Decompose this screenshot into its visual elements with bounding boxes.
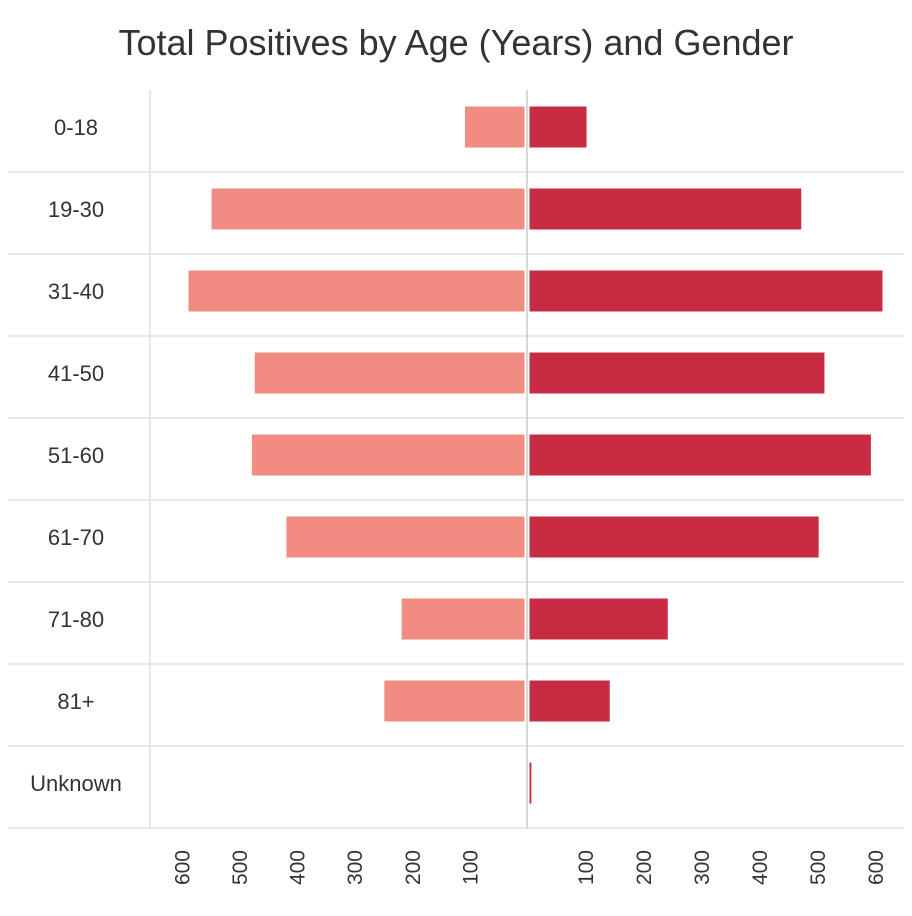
bar-right [528,515,820,559]
left-tick-label: 200 [402,850,425,885]
bar-left [253,351,526,395]
left-tick-label: 500 [229,850,252,885]
bar-right [528,597,669,641]
category-label: 61-70 [48,525,104,550]
right-tick-label: 600 [865,850,888,885]
bar-left [464,105,526,149]
left-tick-label: 100 [459,850,482,885]
category-label: 51-60 [48,443,104,468]
right-tick-label: 400 [749,850,772,885]
bar-left [400,597,526,641]
bar-right [528,679,611,723]
right-tick-label: 500 [807,850,830,885]
bar-left [187,269,526,313]
left-tick-label: 300 [344,850,367,885]
category-label: 0-18 [54,115,98,140]
right-tick-label: 300 [691,850,714,885]
bar-right [528,105,588,149]
bar-right [528,351,826,395]
chart-title: Total Positives by Age (Years) and Gende… [118,22,794,63]
axis-tick-labels: 600 500 400 300 200 100 100 200 300 400 500 600 [171,850,888,885]
bars [187,105,884,805]
bar-left [210,187,526,231]
bar-left [285,515,526,559]
bar-right [528,269,884,313]
bar-left [250,433,526,477]
left-tick-label: 600 [171,850,194,885]
category-label: 81+ [57,689,94,714]
grid-lines [8,90,904,829]
category-label: 71-80 [48,607,104,632]
bar-left [383,679,526,723]
left-tick-label: 400 [287,850,310,885]
bar-right [528,187,803,231]
right-tick-label: 200 [633,850,656,885]
category-label: 41-50 [48,361,104,386]
bar-right [528,761,533,805]
bar-right [528,433,872,477]
category-label: Unknown [30,771,122,796]
category-label: 31-40 [48,279,104,304]
right-tick-label: 100 [575,850,598,885]
category-labels: 0-18 19-30 31-40 41-50 51-60 61-70 71-80 81+ Unk… [30,115,122,796]
category-label: 19-30 [48,197,104,222]
